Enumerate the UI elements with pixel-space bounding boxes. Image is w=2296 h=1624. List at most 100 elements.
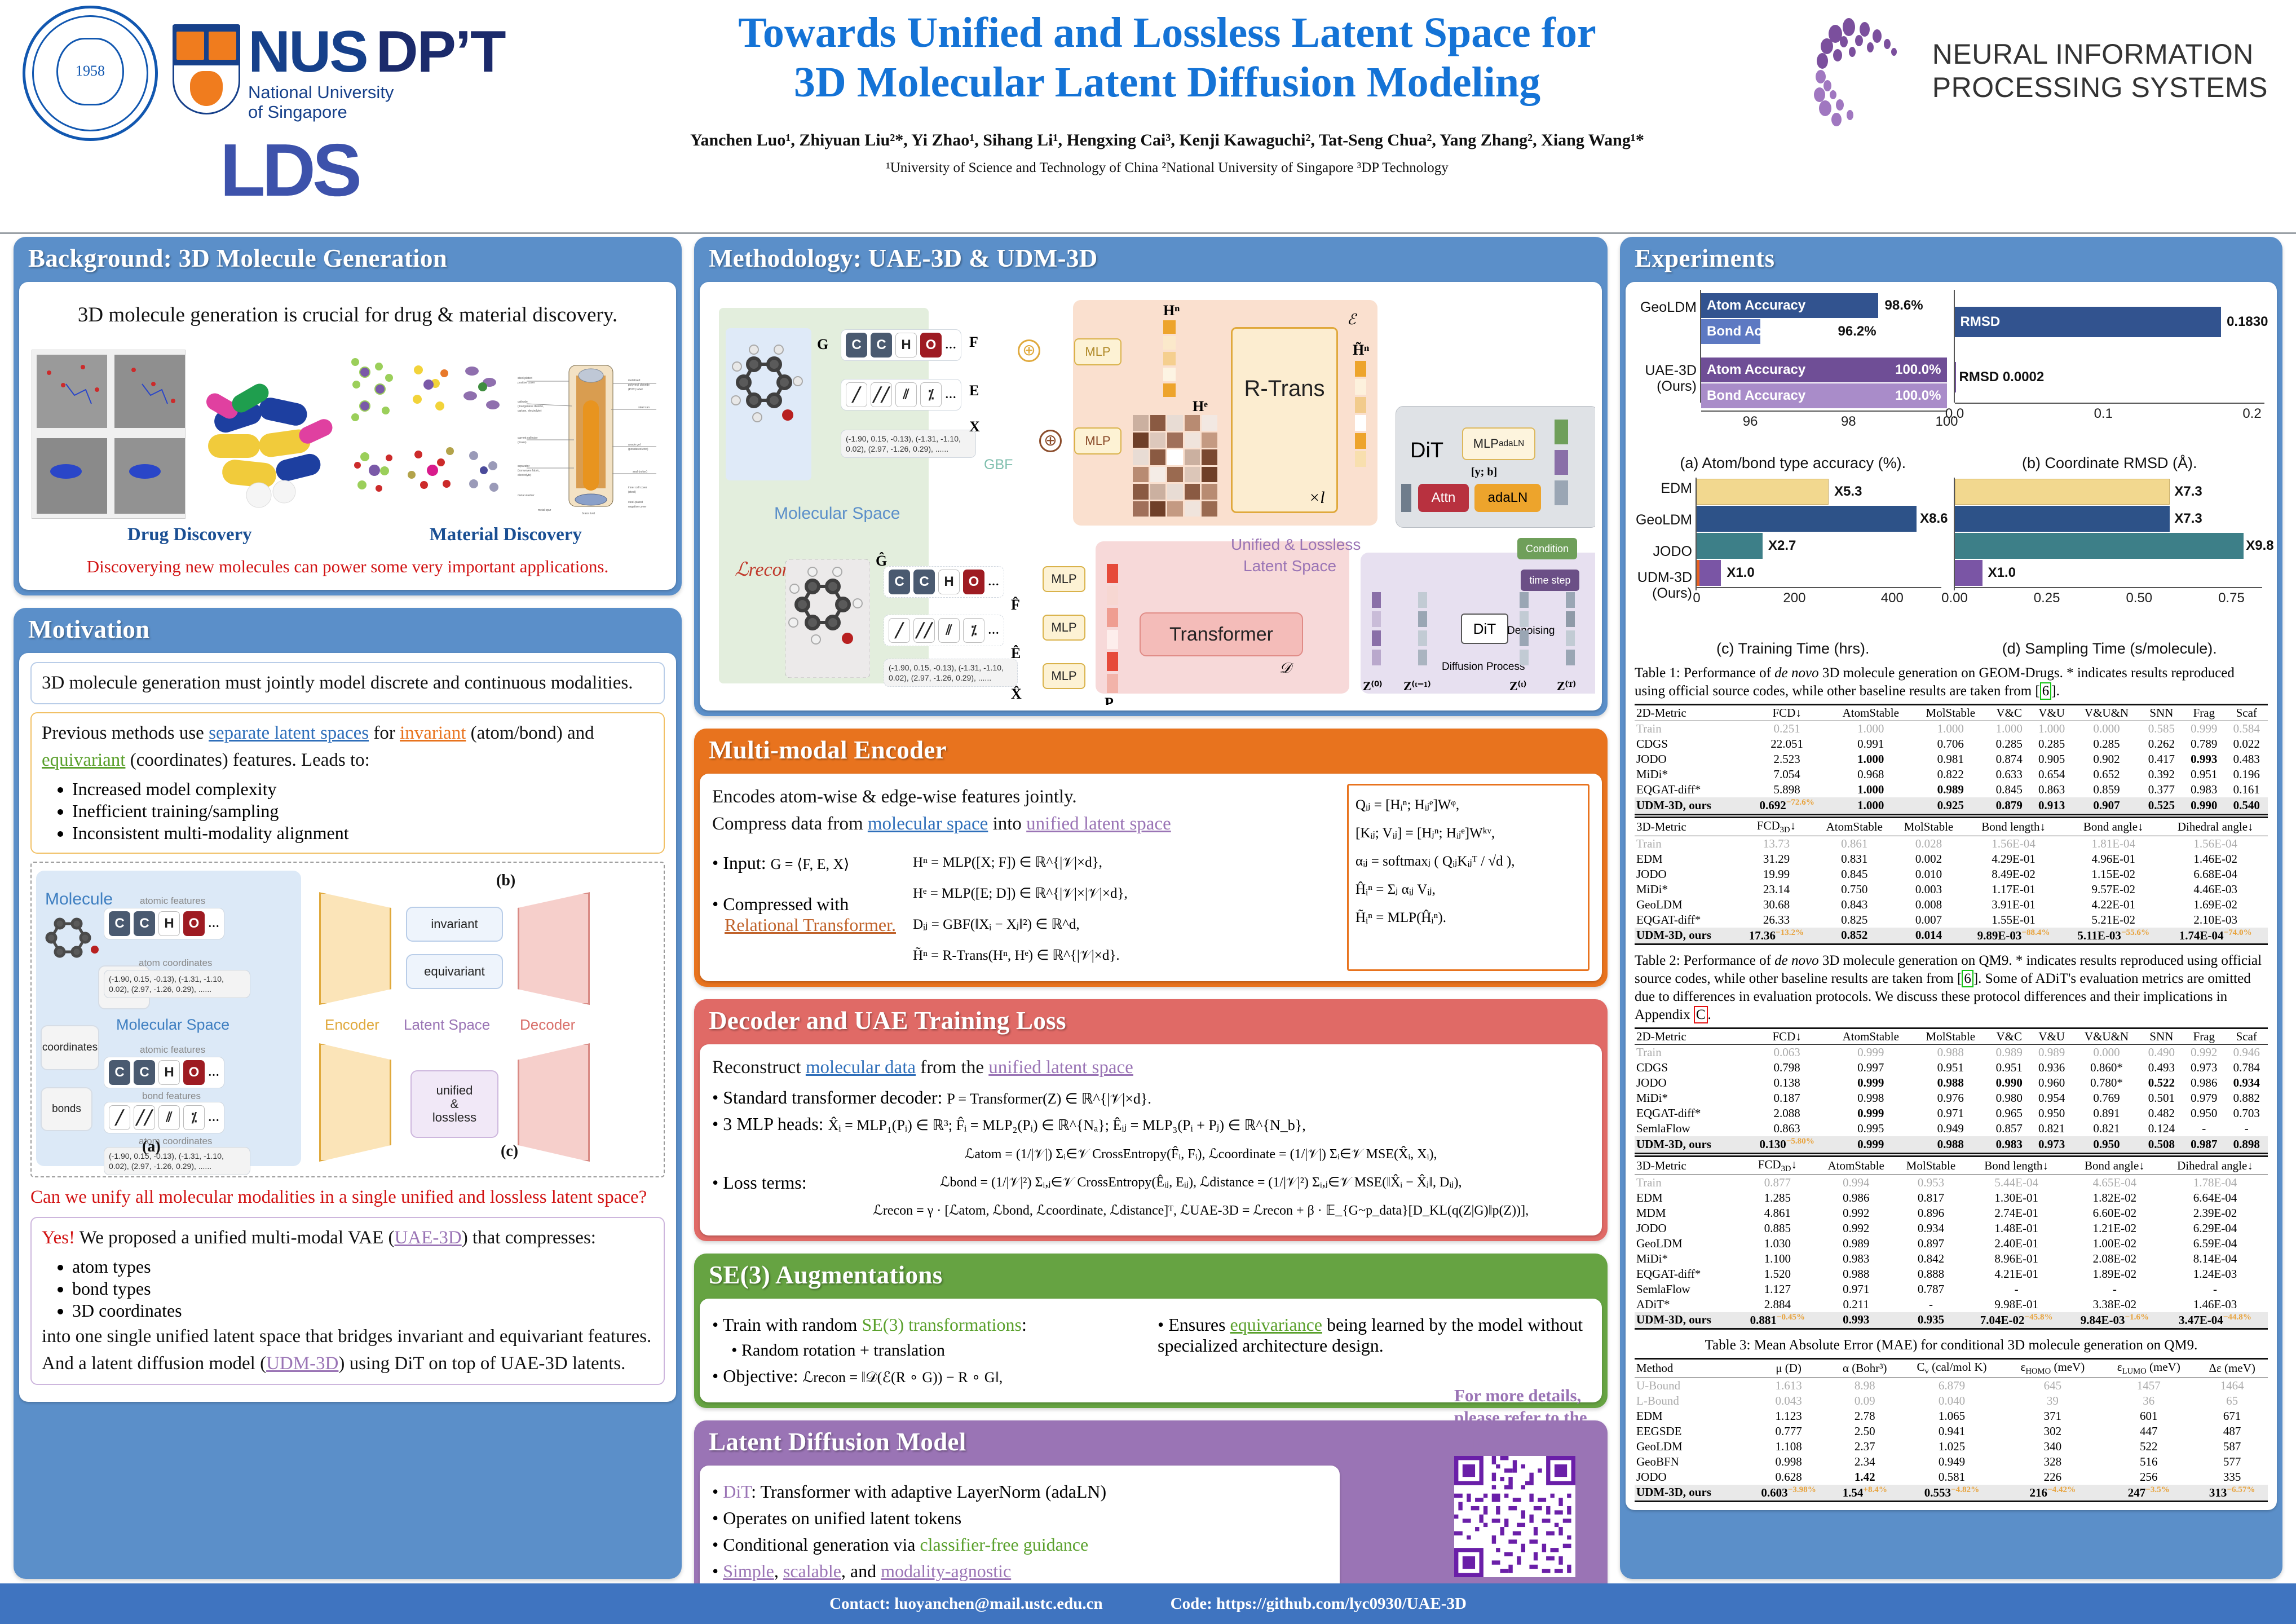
chart-d-sampling-time: X7.3 X7.3 X9.8 xyxy=(1941,478,2274,621)
table-cell: 0.968 xyxy=(1857,767,1884,781)
table-row: MiDi* 1.100 0.983 0.842 8.96E-01 2.08E-02 8.14… xyxy=(1635,1251,2268,1266)
panel-ldm-heading: Latent Diffusion Model xyxy=(709,1427,966,1456)
table-cell: 0.043 xyxy=(1775,1393,1802,1407)
drug-binding-figure xyxy=(32,349,186,519)
encoder-bullet-input: • Input: G = ⟨F, E, X⟩ xyxy=(712,852,850,873)
t2-cap-d: . xyxy=(1707,1007,1711,1023)
chart-c-xaxis: 0 200 400 xyxy=(1693,587,1941,606)
column-header: MolStable xyxy=(1904,819,1954,833)
se3-sub-bullet: • Random rotation + translation xyxy=(731,1340,946,1360)
ldm-simple-link: Simple xyxy=(723,1560,774,1581)
footer-contact: Contact: luoyanchen@mail.ustc.edu.cn xyxy=(829,1594,1103,1613)
right-column: Experiments GeoLDM UAE-3D (Ours) Atom Ac… xyxy=(1620,237,2282,1579)
table-cell: 0.000 xyxy=(2093,722,2120,735)
chip-c-3: C xyxy=(109,1060,130,1085)
svg-text:current collector: current collector xyxy=(518,436,538,440)
table-cell: 302 xyxy=(2043,1424,2062,1438)
r-bond-2: ╱╱ xyxy=(913,618,935,643)
table-cell: 2.74E-01 xyxy=(1994,1206,2038,1220)
table-cell: 313−6.57% xyxy=(2209,1485,2255,1499)
table-cell: 8.14E-04 xyxy=(2193,1251,2237,1265)
table-cell: 0.845 xyxy=(1841,867,1868,881)
qr-section: For more details, please refer to the pa… xyxy=(1454,1384,1595,1580)
neurips-line1: NEURAL INFORMATION xyxy=(1932,38,2254,70)
chart-a-value-geoldm-bond: 96.2% xyxy=(1838,324,1876,339)
table-cell: 5.21E-02 xyxy=(2091,912,2136,926)
table-cell: 0.913 xyxy=(2038,798,2065,812)
motivation-box-1: 3D molecule generation must jointly mode… xyxy=(30,661,665,705)
table-cell: 226 xyxy=(2043,1469,2062,1484)
table-cell: 0.992 xyxy=(2191,1045,2218,1060)
m-chip-c2: C xyxy=(871,333,892,358)
dit-side-tokens xyxy=(1555,420,1568,515)
column-header: AtomStable xyxy=(1827,1158,1884,1172)
table-cell: 1.56E-04 xyxy=(1992,836,2036,850)
svg-text:separator: separator xyxy=(518,465,529,468)
t2-cap-ref2[interactable]: C xyxy=(1693,1006,1708,1024)
column-header: Frag xyxy=(2193,1030,2215,1044)
table-cell: 0.652 xyxy=(2093,767,2120,781)
t2-cap-ref[interactable]: 6 xyxy=(1962,970,1973,988)
column-header: 2D-Metric xyxy=(1636,1030,1686,1044)
label-Ghat: Ĝ xyxy=(876,553,888,569)
table-cell: 0.825 xyxy=(1841,912,1868,926)
table-cell: 335 xyxy=(2223,1469,2241,1484)
chart-a-caption: (a) Atom/bond type accuracy (%). xyxy=(1680,454,1906,471)
table-cell: 0.633 xyxy=(1995,767,2023,781)
dec-l1-mid: from the xyxy=(916,1057,989,1078)
table-cell: 0.784 xyxy=(2233,1061,2260,1075)
column-header: FCD3D↓ xyxy=(1756,818,1796,835)
table-cell: 0.976 xyxy=(1937,1091,1964,1105)
table-cell: 1.025 xyxy=(1938,1439,1966,1453)
table-cell: 6.59E-04 xyxy=(2193,1236,2237,1250)
table-cell: 0.251 xyxy=(1773,722,1800,735)
table-row: Train 13.73 0.861 0.028 1.56E-04 1.81E-04 1.56… xyxy=(1635,836,2268,851)
svg-text:(brass): (brass) xyxy=(518,441,527,444)
enc-box-eq-1: [Kᵢⱼ; Vᵢⱼ] = [Hⱼⁿ; Hᵢⱼᵉ]Wᵏᵛ, xyxy=(1355,826,1495,841)
row-label: EEGSDE xyxy=(1636,1424,1682,1438)
table-cell: 0.999 xyxy=(1857,1045,1884,1060)
panel-multimodal-encoder: Multi-modal Encoder Encodes atom-wise & … xyxy=(694,729,1608,987)
table-cell: 5.11E-03−55.6% xyxy=(2077,928,2150,942)
enc-box-eq-2: αᵢⱼ = softmaxⱼ ( QᵢⱼKᵢⱼᵀ / √d ), xyxy=(1355,854,1515,869)
table-cell: 0.843 xyxy=(1841,897,1868,911)
table-cell: 9.84E-03−1.6% xyxy=(2080,1312,2149,1327)
middle-column: Methodology: UAE-3D & UDM-3D G xyxy=(694,237,1608,1603)
column-header: μ (D) xyxy=(1776,1361,1802,1375)
nus-logo: NUS DPʼT National University of Singapor… xyxy=(173,23,506,122)
row-label: UDM-3D, ours xyxy=(1636,1485,1711,1499)
table-cell: 17.36−13.2% xyxy=(1749,928,1804,942)
latent-unified-box: unified & lossless xyxy=(410,1070,498,1138)
table-row: GeoLDM 1.030 0.989 0.897 2.40E-01 1.00E-02 6.5… xyxy=(1635,1236,2268,1251)
table-cell: 2.10E-03 xyxy=(2193,912,2237,926)
table-cell: 6.68E-04 xyxy=(2193,867,2237,881)
table-cell: - xyxy=(2112,1282,2117,1296)
svg-text:cathode: cathode xyxy=(518,400,528,404)
paper-qr-code[interactable] xyxy=(1454,1455,1575,1577)
table-cell: 0.888 xyxy=(1917,1266,1945,1281)
methodology-architecture-figure: G C C xyxy=(707,288,1595,705)
atomic-feature-chips-bottom: C C H O … xyxy=(104,1057,224,1089)
bond-chip-3: ⫽ xyxy=(158,1105,180,1131)
chart-d-xaxis: 0.00 0.25 0.50 0.75 xyxy=(1941,587,2262,606)
table-row: SemlaFlow 1.127 0.971 0.787 - - - xyxy=(1635,1282,2268,1297)
t1-cap-i: de novo xyxy=(1774,665,1819,681)
table-row: UDM-3D, ours 0.692−72.6% 1.000 0.925 0.879 0.… xyxy=(1635,797,2268,813)
svg-text:inner cell cover: inner cell cover xyxy=(628,486,647,489)
role-encoder-label: Encoder xyxy=(325,1016,379,1034)
table-cell: 1.30E-01 xyxy=(1994,1190,2038,1204)
ldm-b1-text: : Transformer with adaptive LayerNorm (a… xyxy=(751,1481,1107,1502)
table-cell: 8.96E-01 xyxy=(1994,1251,2038,1265)
table-cell: 0.010 xyxy=(1915,867,1942,881)
ldm-dit-tag: DiT xyxy=(723,1481,752,1502)
table-cell: 8.49E-02 xyxy=(1992,867,2036,881)
row-label: Train xyxy=(1636,722,1662,735)
label-diffusion-process: Diffusion Process xyxy=(1442,661,1525,673)
enc-box-eq-4: H̃ᵢⁿ = MLP(Ĥᵢⁿ). xyxy=(1355,910,1446,925)
t1-cap-ref[interactable]: 6 xyxy=(2039,682,2052,700)
footer-code-link[interactable]: Code: https://github.com/lyc0930/UAE-3D xyxy=(1170,1594,1467,1613)
sum-node-top: ⊕ xyxy=(1018,339,1040,362)
udm-3d-tag: UDM-3D xyxy=(266,1353,339,1374)
bond-chip-2: ╱╱ xyxy=(134,1105,155,1131)
